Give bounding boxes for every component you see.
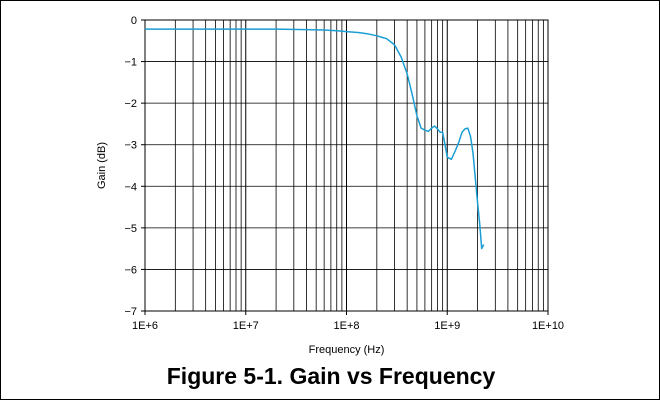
y-tick-label: −1 (124, 57, 137, 69)
chart-tick-labels: 1E+6 1E+7 1E+8 1E+9 1E+10 0 −1 −2 −3 −4 −5 −6 −7 (124, 15, 564, 332)
gain-series-line (145, 28, 485, 250)
y-tick-label: −3 (124, 140, 137, 152)
y-tick-label: −2 (124, 98, 137, 110)
y-tick-label: −7 (124, 306, 137, 318)
y-tick-label: 0 (131, 15, 137, 27)
y-tick-label: −4 (124, 181, 137, 193)
x-axis-label: Frequency (Hz) (309, 344, 385, 356)
gain-vs-frequency-chart: 1E+6 1E+7 1E+8 1E+9 1E+10 0 −1 −2 −3 −4 −5 −6 −7 Fre… (96, 15, 564, 356)
y-tick-label: −5 (124, 223, 137, 235)
chart-axes (141, 19, 549, 315)
y-tick-label: −6 (124, 264, 137, 276)
x-tick-label: 1E+6 (132, 320, 158, 332)
chart-series (145, 28, 485, 250)
x-tick-label: 1E+7 (233, 320, 259, 332)
chart-grid (144, 19, 548, 312)
x-tick-label: 1E+9 (434, 320, 460, 332)
figure-caption: Figure 5-1. Gain vs Frequency (166, 363, 496, 389)
x-tick-label: 1E+10 (532, 320, 564, 332)
x-tick-label: 1E+8 (334, 320, 360, 332)
y-axis-label: Gain (dB) (96, 142, 108, 189)
